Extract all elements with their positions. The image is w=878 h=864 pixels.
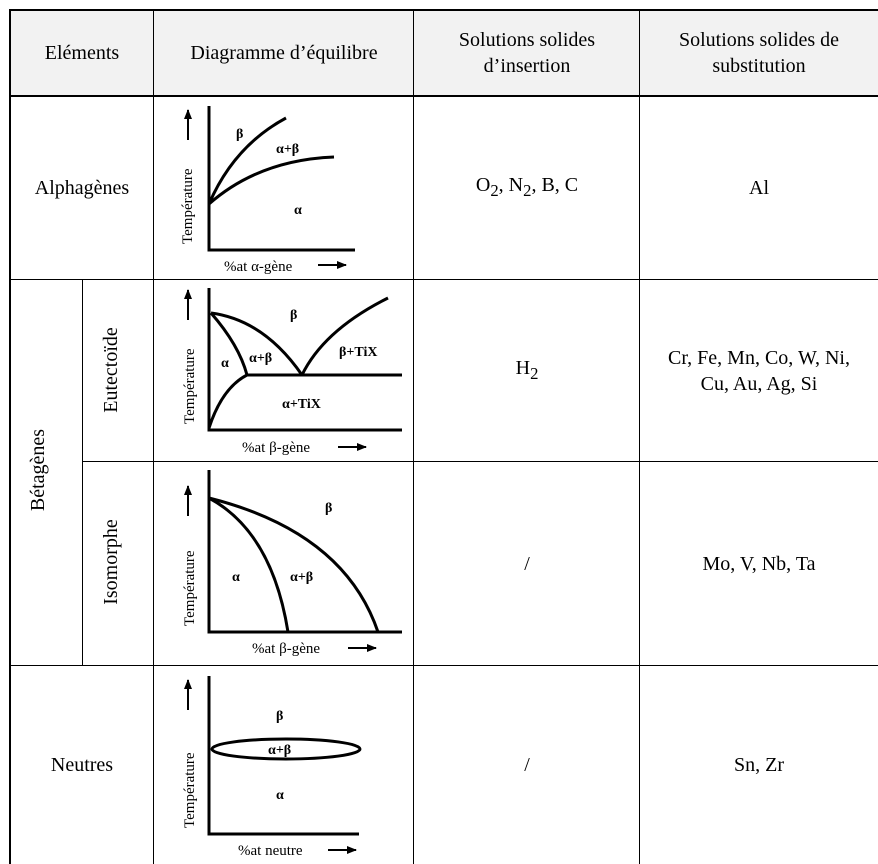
header-insertion-line1: Solutions solides	[458, 29, 596, 51]
row-divider-1	[9, 279, 878, 280]
alpha-transus-curve	[208, 155, 335, 206]
alphagenes-insertion: O2, N2, B, C	[414, 96, 640, 280]
col-divider-2	[413, 9, 414, 864]
isomorphe-insertion-text: /	[524, 553, 530, 575]
alphagenes-substitution-text: Al	[749, 177, 769, 199]
eutectoide-label: Eutectoïde	[100, 327, 122, 413]
phase-alpha: α	[294, 203, 302, 218]
betagenes-label: Bétagènes	[27, 428, 49, 512]
neutres-label: Neutres	[50, 754, 114, 776]
phase-alpha: α	[276, 788, 284, 803]
eutectoide-substitution-line2: Cu, Au, Ag, Si	[700, 373, 818, 395]
table-border-left	[9, 9, 11, 864]
beta-transus-right	[300, 296, 389, 376]
phase-beta: β	[290, 308, 297, 323]
col-divider-beta-sub	[82, 280, 83, 666]
alpha-beta-loop	[210, 737, 362, 761]
beta-transus-curve	[207, 116, 287, 205]
phase-alpha-beta: α+β	[249, 351, 272, 366]
alphagenes-substitution: Al	[640, 96, 878, 280]
beta-transus-left	[210, 311, 304, 376]
header-elements-label: Eléments	[44, 42, 120, 64]
x-axis-label: %at α-gène	[224, 259, 293, 275]
header-divider	[9, 95, 878, 97]
x-axis-label: %at β-gène	[242, 440, 310, 456]
x-axis-label: %at β-gène	[252, 641, 320, 657]
axes	[207, 470, 402, 634]
header-insertion: Solutions solides d’insertion	[414, 10, 640, 96]
alpha-solvus-curve	[207, 312, 249, 429]
eutectoide-insertion: H2	[414, 280, 640, 462]
alphagenes-phase-diagram: Température %at α-gène β α+β α	[180, 106, 355, 275]
neutres-substitution-text: Sn, Zr	[734, 754, 784, 776]
header-insertion-line2: d’insertion	[483, 55, 571, 77]
phase-alpha: α	[232, 570, 240, 585]
eutectoide-substitution: Cr, Fe, Mn, Co, W, Ni, Cu, Au, Ag, Si	[640, 280, 878, 462]
col-divider-1	[153, 9, 154, 864]
isomorphe-substitution: Mo, V, Nb, Ta	[640, 462, 878, 666]
alphagenes-label: Alphagènes	[34, 177, 130, 199]
header-diagram: Diagramme d’équilibre	[154, 10, 414, 96]
header-substitution-line1: Solutions solides de	[678, 29, 839, 51]
alphagenes-insertion-text: O2, N2, B, C	[475, 174, 579, 200]
isomorphe-insertion: /	[414, 462, 640, 666]
axes	[207, 676, 359, 836]
phase-beta: β	[325, 501, 332, 516]
neutres-substitution: Sn, Zr	[640, 666, 878, 864]
row-divider-3	[9, 665, 878, 666]
phase-beta: β	[236, 127, 243, 142]
neutres-insertion-text: /	[524, 754, 530, 776]
row-neutres-label: Neutres	[10, 666, 154, 864]
phase-beta: β	[276, 709, 283, 724]
header-substitution-line2: substitution	[712, 55, 806, 77]
y-axis-label: Température	[182, 348, 198, 424]
eutectoide-substitution-line1: Cr, Fe, Mn, Co, W, Ni,	[667, 347, 850, 369]
y-axis-label: Température	[180, 168, 196, 244]
y-axis-label: Température	[182, 550, 198, 626]
phase-alpha: α	[221, 356, 229, 371]
isomorphe-label: Isomorphe	[100, 519, 122, 605]
phase-alpha-beta: α+β	[290, 570, 313, 585]
x-axis-label: %at neutre	[238, 843, 303, 859]
row-divider-2	[82, 461, 878, 462]
eutectoide-insertion-text: H2	[515, 357, 539, 383]
isomorphe-substitution-text: Mo, V, Nb, Ta	[702, 553, 816, 575]
header-elements: Eléments	[10, 10, 154, 96]
row-alphagenes-label: Alphagènes	[10, 96, 154, 280]
y-axis-label: Température	[182, 752, 198, 828]
neutres-insertion: /	[414, 666, 640, 864]
phase-alpha-beta: α+β	[276, 142, 299, 157]
axes	[207, 106, 355, 252]
table-border-top	[9, 9, 878, 11]
neutres-phase-diagram: Température %at neutre β α+β α	[182, 676, 362, 859]
axes	[207, 288, 402, 432]
phase-alpha-tix: α+TiX	[282, 397, 321, 412]
alpha-transus-curve	[208, 496, 290, 633]
col-divider-3	[639, 9, 640, 864]
phase-beta-tix: β+TiX	[339, 345, 377, 360]
phase-alpha-beta: α+β	[268, 743, 291, 758]
header-diagram-label: Diagramme d’équilibre	[190, 42, 378, 64]
eutectoide-phase-diagram: Température %at β-gène β α α+β β+TiX α+T…	[182, 288, 402, 456]
header-substitution: Solutions solides de substitution	[640, 10, 878, 96]
isomorphe-phase-diagram: Température %at β-gène β α α+β	[182, 470, 402, 657]
beta-transus-curve	[208, 496, 380, 633]
